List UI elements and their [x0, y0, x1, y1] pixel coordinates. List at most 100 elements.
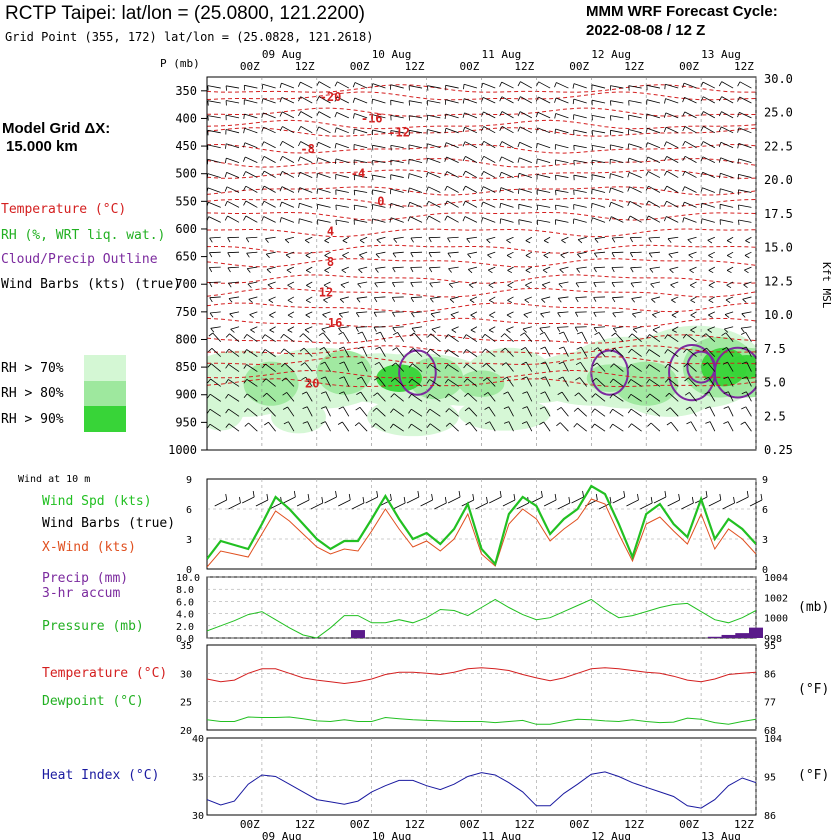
temperature-label-0: -20	[320, 90, 342, 104]
wind-barb	[666, 156, 679, 164]
wind-barb	[376, 407, 386, 417]
wind-barb-flag	[410, 297, 414, 303]
wind-barb	[269, 326, 276, 331]
wind-barb	[354, 219, 368, 223]
wind-barb	[650, 408, 661, 417]
wind-barb	[286, 266, 295, 271]
wind-barb	[390, 174, 404, 178]
wind-barb	[672, 326, 679, 331]
wind-barb	[728, 406, 734, 417]
wind-barb	[336, 127, 349, 134]
wind-barb	[610, 85, 624, 89]
wind-barb	[317, 172, 331, 178]
wind-barb	[537, 219, 551, 223]
wind-barb	[745, 406, 752, 417]
wind-barb-flag	[708, 285, 714, 289]
pressure-tick-1000: 1000	[168, 443, 197, 457]
wind-barb-flag	[499, 156, 502, 162]
wind-barb	[573, 160, 587, 164]
surface-wind-barb-flag	[458, 490, 461, 498]
wind-barb	[372, 189, 386, 193]
wind-barb-flag	[556, 327, 561, 332]
wind-barb-flag	[262, 392, 267, 397]
wind-barb	[269, 311, 276, 316]
wind-barb	[304, 362, 313, 372]
wind-barb-flag	[225, 348, 230, 354]
wind-barb	[210, 311, 221, 314]
wind-barb	[665, 98, 679, 104]
time-date-top-3: 12 Aug	[591, 48, 631, 61]
wind-barb-flag	[462, 170, 466, 176]
wind-barb-flag	[483, 392, 489, 396]
wind-barb-flag	[297, 156, 301, 162]
surface-wind-barb-flag	[691, 496, 694, 504]
wind-barb	[613, 326, 624, 329]
wind-barb	[537, 174, 551, 178]
wind-barb	[485, 363, 496, 372]
wind-barb-flag	[482, 363, 487, 368]
wind-barb	[630, 393, 642, 402]
wind-barb	[429, 348, 441, 357]
wind-barb-flag	[375, 346, 381, 350]
wind-barb	[500, 218, 514, 223]
wind-barb	[448, 408, 459, 417]
wind-barb-flag	[703, 362, 708, 366]
wind-barb-flag	[575, 282, 580, 288]
wind-barb-flag	[669, 269, 674, 274]
wind-barb	[396, 347, 405, 357]
wind-barb	[409, 216, 423, 223]
wind-barb	[335, 219, 349, 223]
wind-barb-flag	[337, 421, 343, 425]
time-hour-bottom-5: 12Z	[514, 818, 534, 831]
wind-barb-flag	[225, 333, 230, 338]
wind-barb-flag	[207, 423, 211, 429]
wind-barb-flag	[316, 142, 319, 148]
wind-barb-flag	[489, 314, 494, 318]
wind-barb	[666, 141, 679, 149]
time-hour-top-9: 12Z	[734, 60, 754, 73]
wind-barb-flag	[468, 269, 473, 274]
wind-barb-flag	[408, 423, 412, 429]
wind-barb-flag	[539, 421, 544, 425]
wind-barb	[267, 407, 276, 417]
wind-barb-flag	[410, 282, 414, 288]
wind-barb	[245, 200, 258, 208]
wind-barb-flag	[279, 97, 283, 103]
wind-barb	[591, 84, 606, 89]
wind-barb	[447, 349, 459, 357]
time-date-bottom-1: 10 Aug	[372, 830, 412, 840]
wind-barb	[465, 170, 478, 178]
surface-wind-barb-flag	[321, 496, 324, 504]
wind-barb-flag	[610, 348, 615, 352]
wind-barb-flag	[558, 361, 564, 365]
wind-barb-flag	[391, 297, 396, 302]
precip-tick-0: 10.0	[176, 573, 200, 584]
wind-barb-flag	[316, 126, 320, 132]
wind-barb-flag	[648, 237, 652, 243]
wind-barb	[356, 311, 368, 314]
wind-barb-flag	[594, 238, 599, 243]
wind-barb-flag	[300, 362, 306, 366]
wind-barb-flag	[302, 406, 308, 409]
wind-barb	[227, 215, 240, 223]
wind-barb-flag	[517, 126, 521, 132]
wind-barb	[744, 266, 752, 271]
wind-barb-flag	[279, 171, 283, 176]
temperature-label-2: -12	[388, 125, 410, 139]
wind-barb	[482, 82, 496, 89]
wind-barb-flag	[503, 406, 509, 409]
wind-barb-flag	[250, 329, 255, 333]
wind-barb	[284, 363, 295, 372]
wind-barb	[595, 377, 606, 387]
surface-wind-barb-flag	[444, 496, 447, 504]
wind-barb	[409, 100, 423, 104]
wind-barb-flag	[577, 239, 583, 244]
wind-barb	[489, 421, 496, 432]
wind-barb-flag	[517, 173, 520, 179]
wind-barb	[226, 157, 240, 164]
time-date-bottom-2: 11 Aug	[482, 830, 522, 840]
wind-barb	[708, 376, 716, 387]
wind-barb	[575, 296, 587, 298]
